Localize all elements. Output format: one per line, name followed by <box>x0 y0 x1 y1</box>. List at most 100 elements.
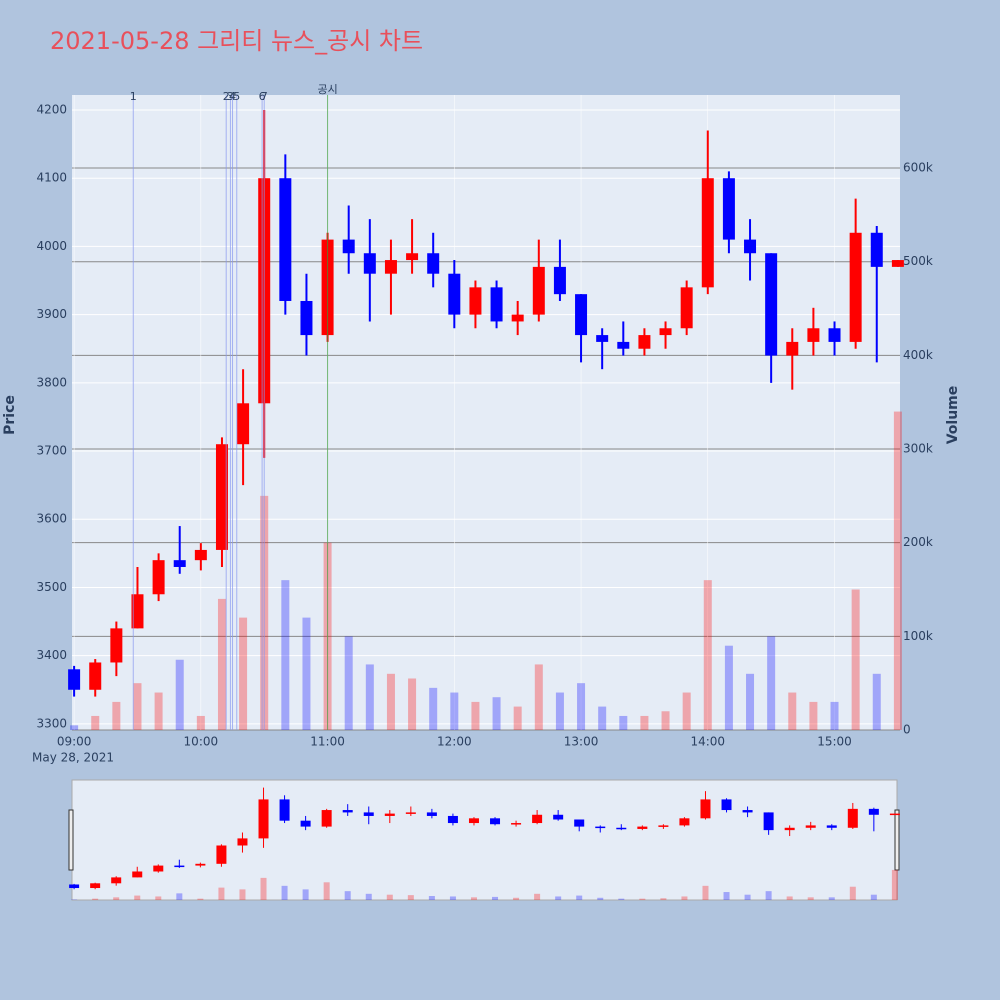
slider-candle-body <box>784 827 795 831</box>
slider-volume-bar <box>470 897 477 900</box>
slider-candle-body <box>447 815 458 824</box>
range-slider[interactable] <box>71 779 898 901</box>
volume-bar <box>196 715 205 730</box>
volume-bar <box>70 725 79 730</box>
slider-volume-bar <box>870 894 877 900</box>
candle-body <box>89 662 102 690</box>
slider-volume-bar <box>786 896 793 900</box>
y-tick-label: 4100 <box>36 171 67 185</box>
slider-candle-body <box>532 814 543 824</box>
slider-volume-bar <box>302 889 309 900</box>
y2-tick-label: 400k <box>903 348 933 362</box>
annotation-label: 1 <box>130 90 137 103</box>
x-tick-label: 10:00 <box>184 735 219 749</box>
slider-candle-body <box>111 877 122 884</box>
y2-tick-label: 600k <box>903 161 933 175</box>
x-tick-label: 15:00 <box>817 735 852 749</box>
slider-volume-bar <box>513 897 520 900</box>
volume-bar <box>724 645 733 730</box>
slider-volume-bar <box>428 896 435 900</box>
candle-body <box>617 341 630 349</box>
slider-candle-body <box>384 813 395 816</box>
slider-candle-body <box>742 810 753 813</box>
slider-volume-bar <box>576 895 583 900</box>
slider-volume-bar <box>891 869 898 900</box>
slider-volume-bar <box>218 887 225 900</box>
slider-volume-bar <box>765 891 772 900</box>
candle-body <box>744 239 757 254</box>
candle-body <box>215 444 228 550</box>
slider-volume-bar <box>197 898 204 900</box>
slider-volume-bar <box>92 898 99 900</box>
slider-volume-bar <box>702 885 709 900</box>
slider-volume-bar <box>849 886 856 900</box>
slider-candle-body <box>321 810 332 827</box>
y-tick-label: 3500 <box>36 580 67 594</box>
candle-body <box>490 287 503 322</box>
volume-bar <box>386 673 395 730</box>
candle-body <box>765 253 778 356</box>
x-tick-label: 12:00 <box>437 735 472 749</box>
annotation-label: 7 <box>261 90 268 103</box>
chart-title: 2021-05-28 그리티 뉴스_공시 차트 <box>50 27 423 55</box>
slider-volume-bar <box>323 882 330 900</box>
slider-handle[interactable] <box>68 809 74 871</box>
slider-candle-body <box>574 819 585 827</box>
annotation-label: 공시 <box>317 83 337 96</box>
slider-candle-body <box>763 812 774 831</box>
x-date-label: May 28, 2021 <box>32 751 114 765</box>
candle-body <box>448 273 461 315</box>
candle-body <box>511 314 524 322</box>
plot-area <box>72 95 900 730</box>
volume-bar <box>133 683 142 730</box>
annotation-label: 3 <box>227 90 234 103</box>
slider-volume-bar <box>365 893 372 900</box>
candle-body <box>722 178 735 240</box>
slider-candle-body <box>637 826 648 829</box>
volume-bar <box>682 692 691 730</box>
slider-candle-body <box>616 827 627 830</box>
volume-bar <box>492 697 501 730</box>
slider-volume-bar <box>239 889 246 900</box>
candle-body <box>173 560 186 567</box>
x-tick-label: 09:00 <box>57 735 92 749</box>
slider-candle-body <box>405 812 416 814</box>
volume-bar <box>513 706 522 730</box>
candle-body <box>828 328 841 342</box>
candle-body <box>384 260 397 274</box>
candle-body <box>849 232 862 342</box>
candle-body <box>342 239 355 254</box>
x-tick-label: 13:00 <box>564 735 599 749</box>
slider-volume-bar <box>555 896 562 900</box>
candle-body <box>532 266 545 315</box>
slider-volume-bar <box>744 894 751 900</box>
slider-candle-body <box>426 812 437 816</box>
slider-candle-body <box>490 818 501 825</box>
y-tick-label: 3900 <box>36 307 67 321</box>
candle-body <box>786 341 799 356</box>
volume-bar <box>471 701 480 730</box>
slider-volume-bar <box>281 885 288 900</box>
slider-candle-body <box>553 814 564 820</box>
volume-bar <box>809 701 818 730</box>
volume-bar <box>577 683 586 730</box>
slider-candle-body <box>258 799 269 839</box>
candle-body <box>110 628 123 663</box>
annotation-label: 2 <box>223 90 230 103</box>
volume-bar <box>788 692 797 730</box>
candle-body <box>638 335 651 349</box>
slider-volume-bar <box>407 895 414 900</box>
slider-handle[interactable] <box>894 809 900 871</box>
volume-bar <box>893 411 902 730</box>
slider-volume-bar <box>176 893 183 900</box>
slider-volume-bar <box>828 897 835 900</box>
volume-bar <box>239 617 248 730</box>
slider-candle-body <box>153 865 164 872</box>
slider-volume-bar <box>134 895 141 900</box>
candle-body <box>553 266 566 295</box>
slider-candle-body <box>658 825 669 827</box>
slider-volume-bar <box>723 892 730 900</box>
candle-body <box>680 287 693 329</box>
slider-volume-bar <box>681 896 688 900</box>
